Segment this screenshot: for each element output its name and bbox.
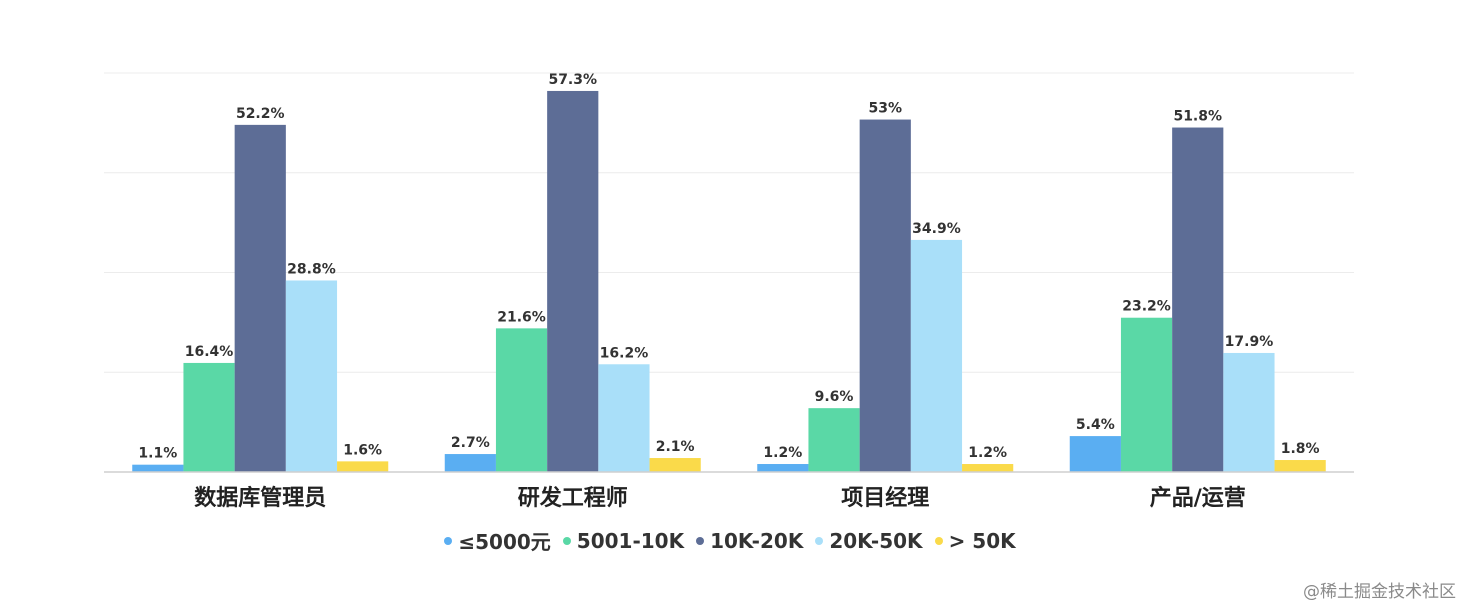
legend-marker <box>444 536 453 545</box>
data-label: 1.6% <box>343 442 382 458</box>
bar <box>1274 460 1326 472</box>
bar <box>285 280 338 472</box>
data-label: 28.8% <box>287 261 336 277</box>
legend-item: 20K-50K <box>815 528 923 553</box>
data-label: 1.8% <box>1281 441 1320 457</box>
legend-label: > 50K <box>948 528 1016 553</box>
data-label: 52.2% <box>236 106 285 122</box>
data-label: 17.9% <box>1225 334 1274 350</box>
data-label: 51.8% <box>1173 109 1222 125</box>
data-label: 57.3% <box>548 72 597 88</box>
bar <box>234 124 286 473</box>
category-label: 产品/运营 <box>1150 486 1246 511</box>
legend-label: 20K-50K <box>829 528 923 553</box>
category-label: 项目经理 <box>841 485 929 511</box>
bar <box>1069 436 1121 472</box>
data-label: 23.2% <box>1122 299 1171 315</box>
bar <box>132 464 184 472</box>
legend-marker <box>696 536 705 545</box>
bars <box>132 90 1326 473</box>
bar <box>1172 127 1224 472</box>
bar <box>183 362 235 472</box>
data-label: 53% <box>868 101 902 117</box>
data-label: 9.6% <box>815 389 854 405</box>
bar <box>1223 352 1275 472</box>
legend-label: 10K-20K <box>710 528 804 553</box>
watermark: @稀土掘金技术社区 <box>1303 582 1456 602</box>
data-label: 1.2% <box>763 445 802 461</box>
legend-marker <box>562 536 571 545</box>
data-label: 1.2% <box>968 445 1007 461</box>
data-label: 5.4% <box>1076 417 1115 433</box>
data-label: 1.1% <box>138 446 177 462</box>
legend-item: ≤5000元 <box>444 526 551 555</box>
bar <box>337 461 389 472</box>
bar <box>495 328 548 472</box>
value-labels: 1.1% 16.4% 52.2% 28.8% 1.6% 2.7% 21.6% 57.3% 16.… <box>138 72 1319 462</box>
bar <box>910 239 963 472</box>
category-label: 数据库管理员 <box>194 485 326 511</box>
category-labels: 数据库管理员 研发工程师 项目经理 产品/运营 <box>194 485 1246 511</box>
bar <box>859 119 911 473</box>
bar <box>598 364 650 472</box>
data-label: 21.6% <box>497 309 546 325</box>
bar <box>757 464 809 472</box>
data-label: 16.4% <box>185 344 234 360</box>
data-label: 16.2% <box>600 345 649 361</box>
legend-marker <box>815 536 824 545</box>
legend-item: > 50K <box>934 528 1016 553</box>
legend-label: ≤5000元 <box>458 530 551 554</box>
legend: ≤5000元 5001-10K 10K-20K 20K-50K > 50K <box>0 526 1460 555</box>
bar <box>808 408 860 472</box>
data-label: 34.9% <box>912 221 961 237</box>
data-label: 2.1% <box>656 439 695 455</box>
bar <box>1120 317 1173 472</box>
category-label: 研发工程师 <box>518 485 628 511</box>
legend-label: 5001-10K <box>576 528 685 553</box>
legend-marker <box>934 536 943 545</box>
data-label: 2.7% <box>451 435 490 451</box>
bar <box>547 90 599 472</box>
bar <box>444 454 496 472</box>
legend-item: 5001-10K <box>562 528 685 553</box>
legend-item: 10K-20K <box>696 529 803 553</box>
bar <box>649 458 701 472</box>
bar <box>962 464 1014 472</box>
